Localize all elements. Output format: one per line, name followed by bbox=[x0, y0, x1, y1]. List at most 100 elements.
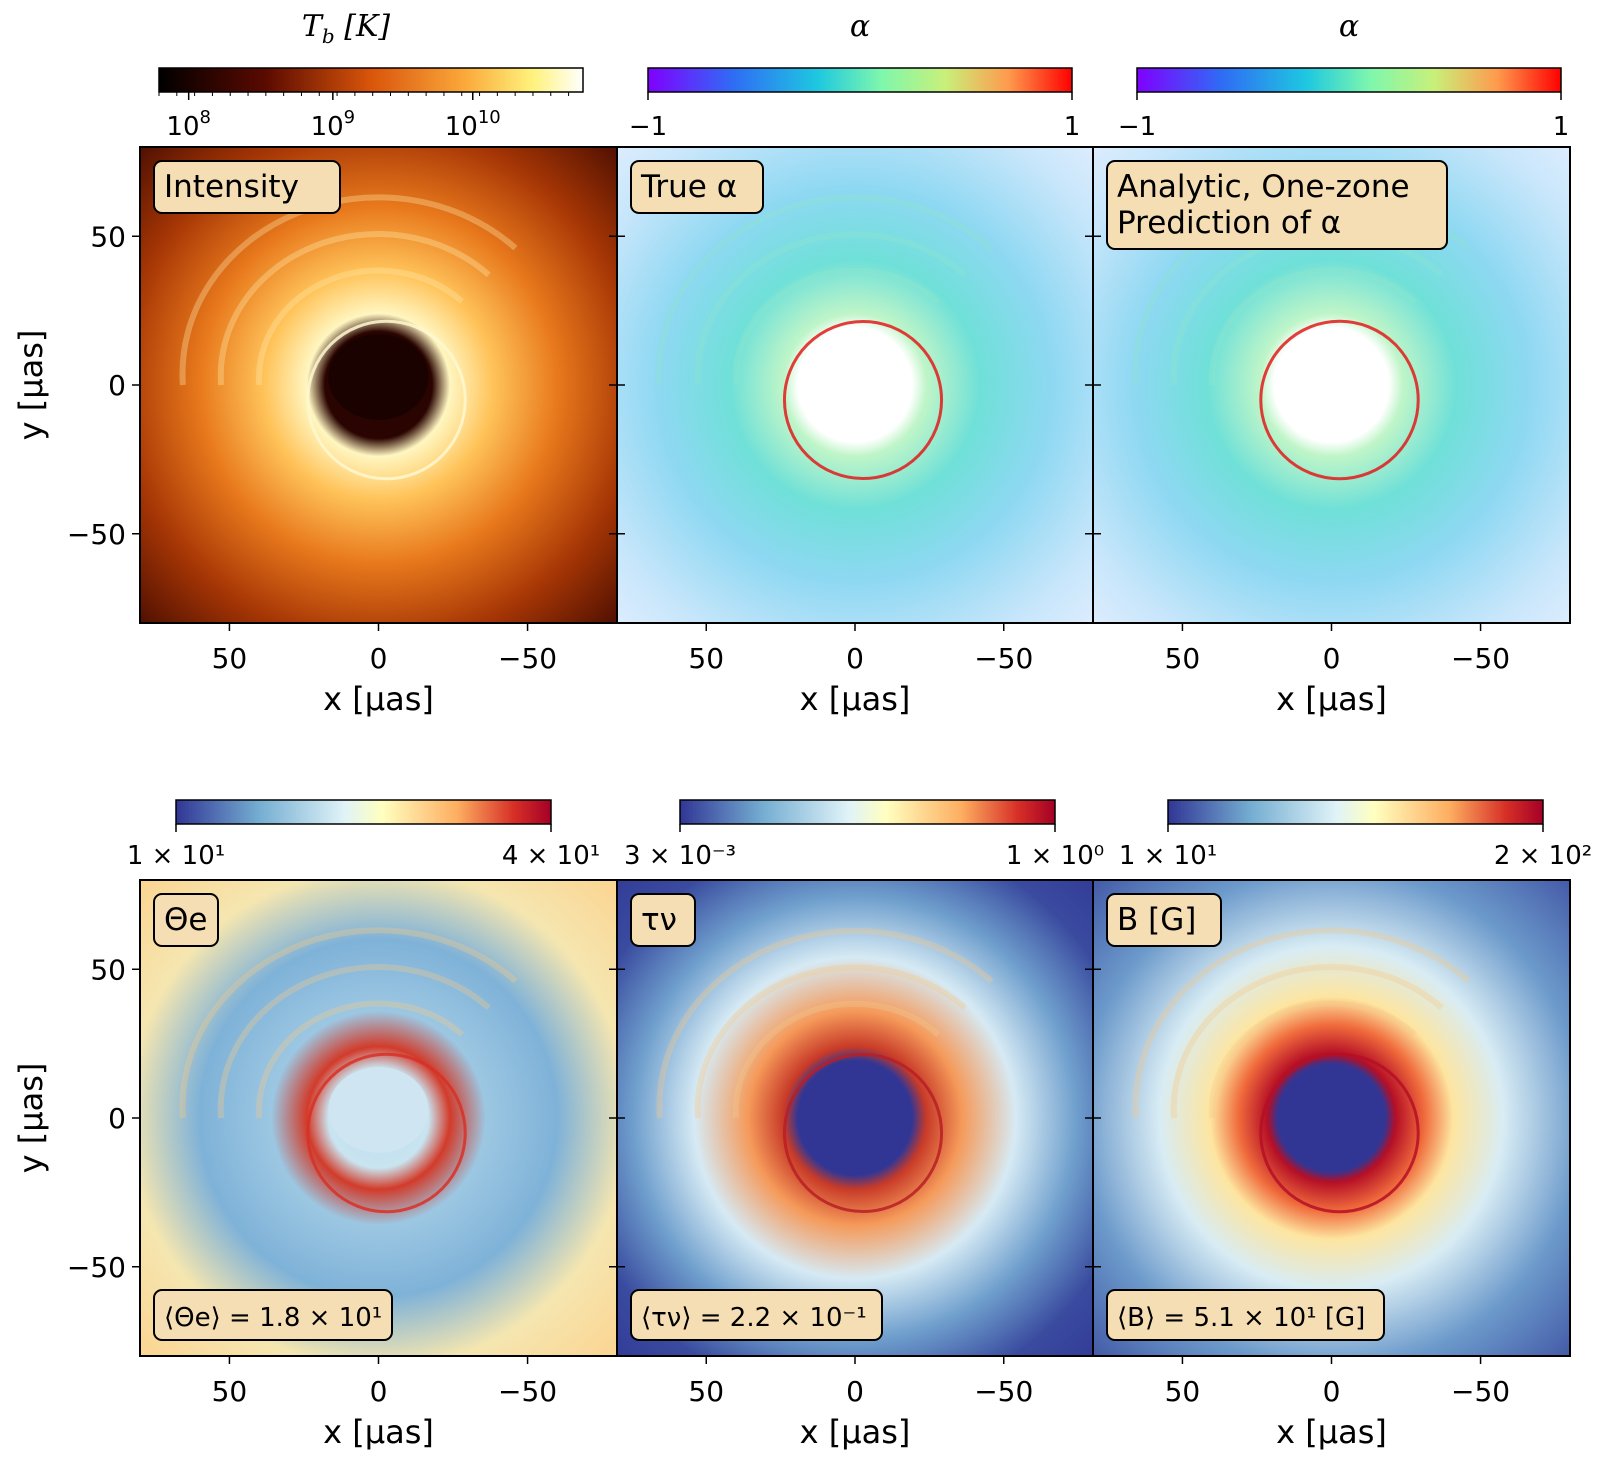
panel-label: τν bbox=[641, 902, 677, 938]
black-hole-shadow bbox=[1281, 334, 1382, 420]
y-axis-label: y [μas] bbox=[12, 330, 50, 441]
panel-label-line2: Prediction of α bbox=[1117, 205, 1341, 241]
swirl-arc bbox=[1132, 927, 1471, 1119]
panel-label-line1: Analytic, One-zone bbox=[1117, 169, 1410, 205]
colorbar-tick-label: 108 bbox=[166, 107, 211, 142]
annotation-box bbox=[1106, 1289, 1385, 1341]
colorbar bbox=[1136, 67, 1562, 93]
x-tick-label: −50 bbox=[498, 1375, 557, 1408]
x-tick-label: 50 bbox=[1165, 642, 1201, 675]
colorbar bbox=[1167, 799, 1544, 825]
black-hole-shadow bbox=[805, 334, 905, 420]
x-tick-label: −50 bbox=[498, 642, 557, 675]
panel-bottom-middle: 3 × 10⁻³ 1 × 10⁰ τν ⟨τν⟩ = 2.2 × 10⁻¹ 50 0 −50… bbox=[609, 799, 1104, 1451]
panel-label: B [G] bbox=[1117, 902, 1196, 938]
panel-label: True α bbox=[640, 169, 737, 205]
colorbar-title: α bbox=[850, 9, 870, 44]
colorbar-min-label: −1 bbox=[1118, 112, 1156, 142]
colorbar bbox=[647, 67, 1073, 93]
x-tick-label: 0 bbox=[1323, 642, 1341, 675]
swirl-arc bbox=[732, 1000, 941, 1119]
y-tick-label: 0 bbox=[108, 1102, 126, 1135]
panel-top-middle: α −1 1 True α 50 0 −50 x [μas] bbox=[609, 9, 1094, 718]
colorbar-min-label: 3 × 10⁻³ bbox=[624, 841, 736, 871]
panel-label: Intensity bbox=[164, 169, 299, 205]
swirl-arc bbox=[217, 964, 491, 1119]
y-axis-label: y [μas] bbox=[12, 1063, 50, 1174]
panel-label-box bbox=[1106, 160, 1448, 250]
panel-label-box bbox=[153, 160, 341, 214]
x-tick-label: −50 bbox=[1451, 1375, 1510, 1408]
colorbar-min-label: 1 × 10¹ bbox=[1119, 841, 1217, 871]
colorbar-title: Tb [K] bbox=[302, 9, 390, 48]
x-tick-label: −50 bbox=[974, 1375, 1033, 1408]
panel-label-box bbox=[153, 893, 219, 947]
colorbar-tick-label: 1010 bbox=[445, 107, 501, 142]
colorbar-tick-label: 109 bbox=[311, 107, 356, 142]
colorbar-min-label: 1 × 10¹ bbox=[127, 841, 225, 871]
panel-bottom-right: 1 × 10¹ 2 × 10² B [G] ⟨B⟩ = 5.1 × 10¹ [G] 50… bbox=[1085, 799, 1592, 1451]
x-tick-label: −50 bbox=[974, 642, 1033, 675]
x-axis-label: x [μas] bbox=[1276, 1413, 1387, 1451]
swirl-arc bbox=[1170, 964, 1444, 1119]
swirl-arc bbox=[732, 267, 941, 386]
colorbar-max-label: 2 × 10² bbox=[1494, 841, 1592, 871]
colorbar bbox=[158, 67, 584, 93]
panel-label-box bbox=[1106, 893, 1222, 947]
photon-ring bbox=[782, 319, 944, 481]
swirl-arc bbox=[694, 964, 967, 1119]
panel-top-left: Tb [K] 108 109 1010 Intensity 50 0 −50 x [μas] 50… bbox=[12, 9, 618, 718]
panel-label-box bbox=[630, 893, 696, 947]
x-tick-label: 50 bbox=[688, 642, 724, 675]
y-tick-label: 50 bbox=[90, 220, 126, 253]
panel-bottom-left: 1 × 10¹ 4 × 10¹ Θe ⟨Θe⟩ = 1.8 × 10¹ 50 0 −50 x … bbox=[12, 799, 618, 1451]
swirl-arc bbox=[1208, 1000, 1417, 1119]
colorbar-max-label: 1 × 10⁰ bbox=[1006, 841, 1104, 871]
y-tick-label: 50 bbox=[90, 953, 126, 986]
photon-ring bbox=[782, 1052, 944, 1214]
x-axis-label: x [μas] bbox=[323, 1413, 434, 1451]
photon-ring bbox=[1259, 1052, 1420, 1214]
colorbar-title: α bbox=[1339, 9, 1359, 44]
x-axis-label: x [μas] bbox=[800, 1413, 911, 1451]
annotation-box bbox=[153, 1289, 393, 1341]
swirl-arc bbox=[1208, 267, 1417, 386]
x-axis-label: x [μas] bbox=[800, 680, 911, 718]
black-hole-shadow bbox=[805, 1067, 905, 1153]
photon-ring bbox=[1259, 319, 1420, 481]
x-axis-label: x [μas] bbox=[323, 680, 434, 718]
annotation-text: ⟨Θe⟩ = 1.8 × 10¹ bbox=[164, 1303, 382, 1333]
photon-ring bbox=[306, 319, 467, 481]
panel-label: Θe bbox=[164, 902, 207, 938]
swirl-arc bbox=[656, 927, 994, 1119]
x-tick-label: −50 bbox=[1451, 642, 1510, 675]
black-hole-shadow bbox=[328, 1067, 429, 1153]
annotation-text: ⟨B⟩ = 5.1 × 10¹ [G] bbox=[1117, 1303, 1365, 1333]
x-tick-label: 50 bbox=[212, 1375, 248, 1408]
swirl-arc bbox=[255, 1000, 464, 1119]
black-hole-shadow bbox=[1281, 1067, 1382, 1153]
y-tick-label: 0 bbox=[108, 369, 126, 402]
black-hole-shadow bbox=[328, 334, 429, 420]
swirl-arc bbox=[255, 267, 464, 386]
annotation-text: ⟨τν⟩ = 2.2 × 10⁻¹ bbox=[641, 1303, 867, 1333]
swirl-arc bbox=[217, 231, 491, 386]
x-tick-label: 50 bbox=[212, 642, 248, 675]
x-tick-label: 50 bbox=[688, 1375, 724, 1408]
colorbar bbox=[679, 799, 1056, 825]
swirl-arc bbox=[694, 231, 967, 386]
photon-ring bbox=[306, 1052, 467, 1214]
x-tick-label: 0 bbox=[846, 1375, 864, 1408]
colorbar-max-label: 1 bbox=[1064, 112, 1081, 142]
y-tick-label: −50 bbox=[67, 1251, 126, 1284]
y-tick-label: −50 bbox=[67, 518, 126, 551]
colorbar-min-label: −1 bbox=[629, 112, 667, 142]
annotation-box bbox=[630, 1289, 883, 1341]
x-tick-label: 0 bbox=[846, 642, 864, 675]
colorbar-max-label: 4 × 10¹ bbox=[502, 841, 600, 871]
x-tick-label: 0 bbox=[370, 1375, 388, 1408]
swirl-arc bbox=[656, 194, 994, 386]
x-axis-label: x [μas] bbox=[1276, 680, 1387, 718]
